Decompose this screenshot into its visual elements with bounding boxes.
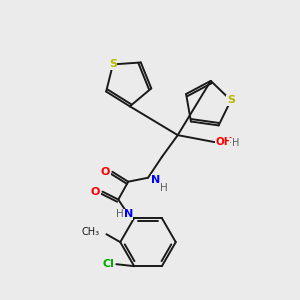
Text: S: S (227, 95, 235, 105)
Text: O: O (91, 187, 100, 196)
Text: S: S (109, 59, 117, 69)
Text: Cl: Cl (103, 259, 114, 269)
Text: OH: OH (216, 137, 233, 147)
Text: H: H (160, 183, 168, 193)
Text: O: O (101, 167, 110, 177)
Text: N: N (124, 209, 133, 219)
Text: H: H (116, 209, 124, 219)
Text: ·H: ·H (229, 138, 239, 148)
Text: N: N (151, 175, 160, 185)
Text: CH₃: CH₃ (81, 227, 100, 237)
